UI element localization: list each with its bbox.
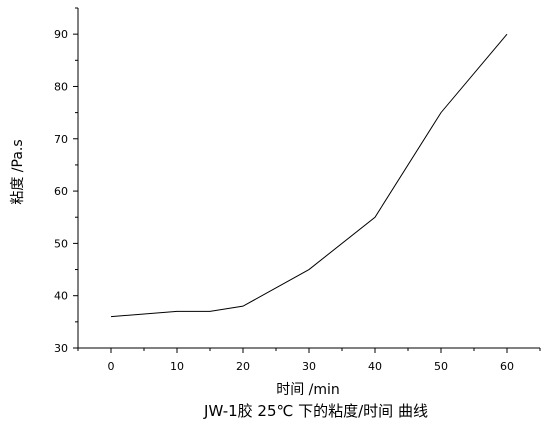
x-tick-label: 20 (236, 360, 250, 373)
x-axis-label: 时间 /min (276, 382, 340, 398)
x-tick-label: 30 (302, 360, 316, 373)
y-tick-label: 70 (54, 133, 68, 146)
x-tick-label: 40 (368, 360, 382, 373)
series-layer (110, 33, 508, 318)
y-ticks: 30 40 50 60 70 80 90 (54, 7, 78, 355)
y-tick-label: 40 (54, 290, 68, 303)
y-tick-label: 30 (54, 342, 68, 355)
x-tick-label: 10 (170, 360, 184, 373)
axes (77, 8, 540, 349)
y-tick-label: 60 (54, 185, 68, 198)
x-tick-label: 60 (500, 360, 514, 373)
chart-caption: JW-1胶 25℃ 下的粘度/时间 曲线 (203, 402, 428, 420)
x-tick-label: 0 (108, 360, 115, 373)
y-tick-label: 50 (54, 237, 68, 250)
x-tick-label: 50 (434, 360, 448, 373)
y-tick-label: 90 (54, 28, 68, 41)
y-axis-label: 粘度 /Pa.s (10, 139, 26, 204)
x-ticks: 0 10 20 30 40 50 60 (77, 348, 541, 373)
y-tick-label: 80 (54, 80, 68, 93)
series-line-1 (110, 33, 508, 318)
